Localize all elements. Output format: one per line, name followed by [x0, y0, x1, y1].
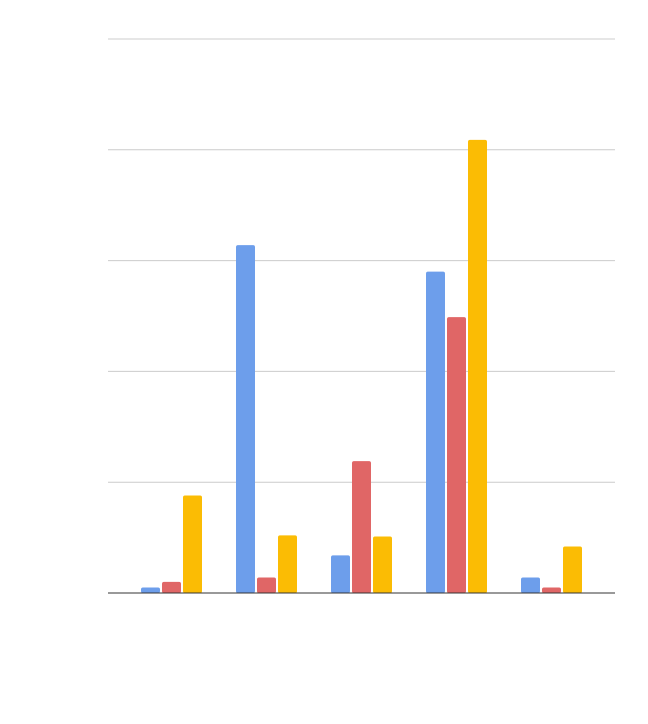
bar [162, 581, 181, 593]
bar [521, 577, 540, 593]
bar [278, 535, 297, 593]
bar [468, 139, 487, 593]
bar [447, 317, 466, 593]
bar [426, 271, 445, 593]
bar [542, 587, 561, 593]
bar [331, 555, 350, 593]
bar [141, 587, 160, 593]
bar [563, 546, 582, 593]
bar [183, 495, 202, 593]
bar [373, 536, 392, 593]
bar [257, 577, 276, 593]
bar [352, 461, 371, 593]
bar [236, 245, 255, 593]
